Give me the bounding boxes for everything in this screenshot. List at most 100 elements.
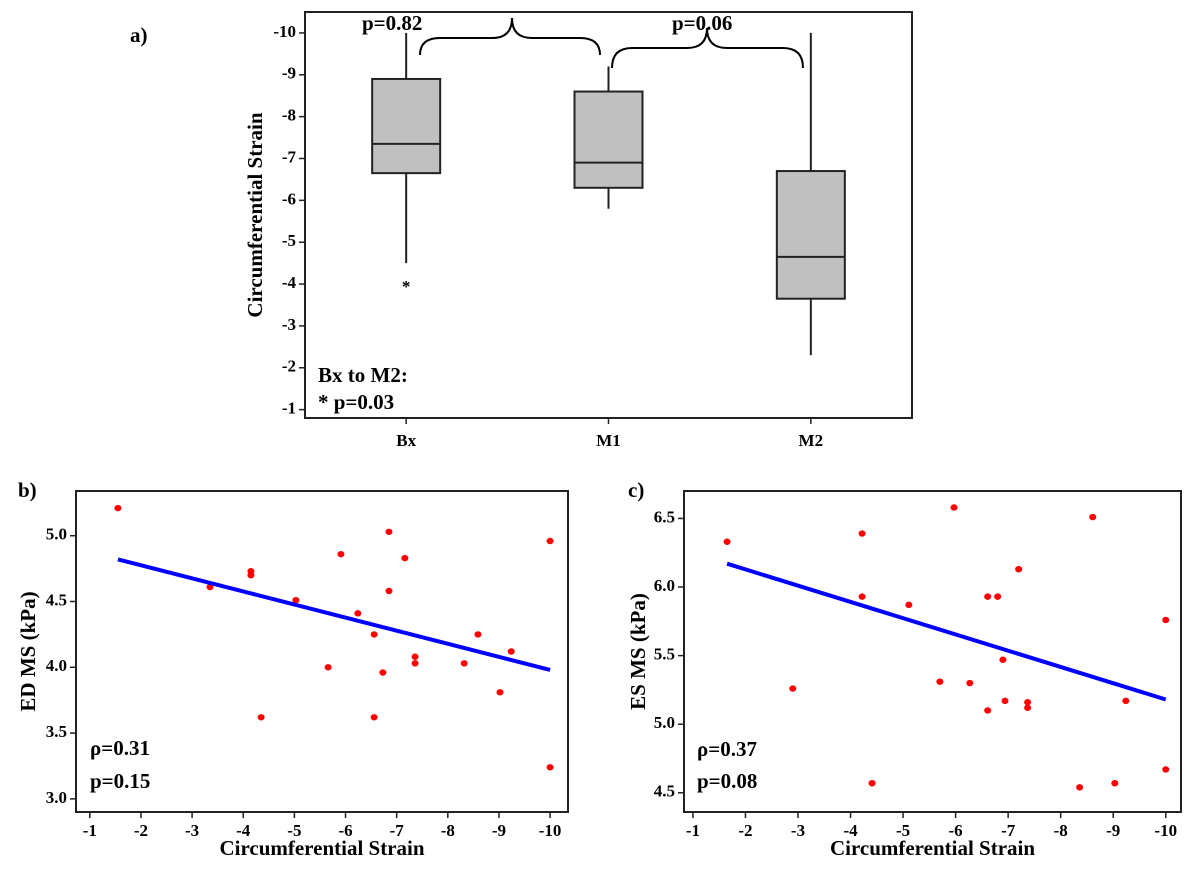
x-tick-label: -5 <box>896 821 910 840</box>
y-tick-label: 5.0 <box>654 713 675 732</box>
x-tick-label: -4 <box>236 821 251 840</box>
point <box>858 530 866 537</box>
annotation: ρ=0.31 <box>90 736 150 760</box>
x-tick-label: -8 <box>441 821 455 840</box>
x-tick-label: -7 <box>390 821 405 840</box>
point <box>858 593 866 600</box>
point <box>496 689 504 696</box>
x-tick-label: -3 <box>791 821 805 840</box>
y-tick-label: -9 <box>282 64 296 83</box>
point <box>379 669 387 676</box>
y-tick-label: -5 <box>282 231 296 250</box>
annotation: p=0.06 <box>672 11 732 35</box>
plot-frame <box>75 490 569 813</box>
point <box>868 779 876 787</box>
point <box>1076 784 1084 791</box>
annotation: ρ=0.37 <box>697 737 757 761</box>
x-tick-label: -9 <box>492 821 506 840</box>
point <box>324 664 332 671</box>
panel-label: a) <box>130 23 148 47</box>
point <box>546 537 554 545</box>
annotation: p=0.15 <box>90 769 150 793</box>
annotation: p=0.08 <box>697 769 757 793</box>
point <box>354 610 362 617</box>
y-tick-label: 5.5 <box>654 645 675 664</box>
y-tick-label: -2 <box>282 357 296 376</box>
y-tick-label: 4.5 <box>654 782 675 801</box>
y-tick-label: 6.0 <box>654 576 675 595</box>
x-tick-label: -1 <box>83 821 97 840</box>
point <box>984 593 992 600</box>
point <box>905 601 913 609</box>
point <box>370 631 378 638</box>
box <box>573 90 644 189</box>
point <box>723 538 731 545</box>
y-tick-label: -4 <box>282 273 297 292</box>
y-tick-label: -1 <box>282 399 296 418</box>
point <box>460 660 468 667</box>
y-axis-title: ES MS (kPa) <box>626 593 650 710</box>
point <box>1001 697 1009 705</box>
panel-label: b) <box>18 478 37 502</box>
x-axis-title: Circumferential Strain <box>219 836 424 860</box>
point <box>1122 697 1130 705</box>
x-tick-label: -7 <box>1001 821 1016 840</box>
point <box>401 554 409 562</box>
x-tick-label: -9 <box>1106 821 1120 840</box>
x-tick-label: -3 <box>185 821 199 840</box>
y-tick-label: -7 <box>282 147 297 166</box>
point <box>994 593 1002 600</box>
x-tick-label: -1 <box>686 821 700 840</box>
y-tick-label: -3 <box>282 315 296 334</box>
point <box>385 528 393 535</box>
point <box>1024 699 1032 706</box>
point <box>370 714 378 721</box>
annotation: Bx to M2: <box>318 363 408 387</box>
y-axis-title: ED MS (kPa) <box>16 591 40 711</box>
x-tick-label: -2 <box>134 821 148 840</box>
x-tick-label: -10 <box>1154 821 1177 840</box>
point <box>114 504 122 512</box>
x-tick-label: -2 <box>738 821 752 840</box>
x-tick-label: M2 <box>799 431 824 450</box>
y-tick-label: 3.5 <box>46 722 67 741</box>
point <box>474 631 482 638</box>
y-tick-label: -8 <box>282 106 296 125</box>
point <box>247 571 255 579</box>
outlier: * <box>402 277 411 296</box>
y-tick-label: -6 <box>282 189 296 208</box>
point <box>950 504 958 511</box>
box <box>775 170 846 300</box>
y-tick-label: 5.0 <box>46 525 67 544</box>
point <box>385 587 393 595</box>
point <box>1111 779 1119 787</box>
annotation: p=0.82 <box>362 11 422 35</box>
y-tick-label: -10 <box>273 22 296 41</box>
bracket <box>611 27 804 69</box>
panel-label: c) <box>628 478 644 502</box>
y-tick-label: 4.5 <box>46 590 67 609</box>
x-axis-title: Circumferential Strain <box>830 836 1035 860</box>
y-tick-label: 4.0 <box>46 656 67 675</box>
bracket <box>419 17 601 56</box>
point <box>1162 766 1170 773</box>
point <box>936 678 944 685</box>
point <box>292 596 300 604</box>
plot-frame <box>683 490 1182 813</box>
point <box>984 707 992 714</box>
x-tick-label: Bx <box>396 431 416 450</box>
point <box>337 550 345 558</box>
point <box>507 648 515 655</box>
point <box>999 656 1007 663</box>
x-tick-label: M1 <box>596 431 621 450</box>
point <box>1024 704 1032 711</box>
x-tick-label: -6 <box>949 821 963 840</box>
point <box>411 653 419 660</box>
x-tick-label: -8 <box>1054 821 1068 840</box>
y-tick-label: 6.5 <box>654 507 675 526</box>
point <box>1015 565 1023 573</box>
annotation: * p=0.03 <box>318 390 394 414</box>
point <box>789 685 797 692</box>
point <box>411 660 419 667</box>
